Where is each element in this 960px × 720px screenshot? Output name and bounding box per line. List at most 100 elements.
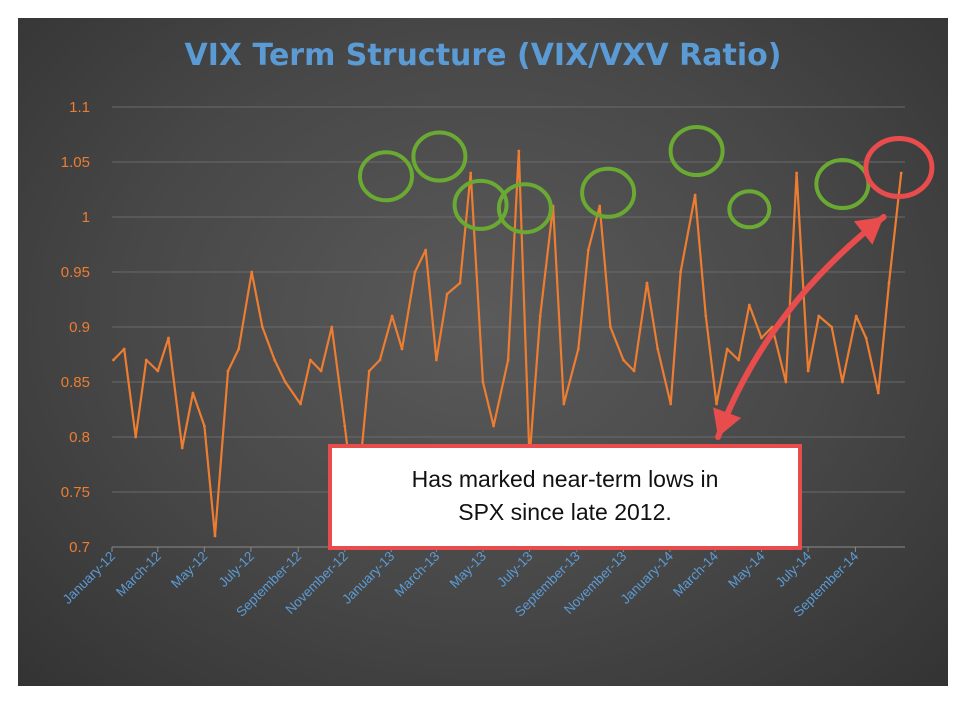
- green-circle: [668, 125, 725, 177]
- gridlines: [112, 106, 905, 493]
- data-point: [299, 402, 302, 406]
- data-point: [273, 358, 276, 362]
- data-point: [899, 171, 903, 175]
- data-point: [122, 347, 126, 351]
- data-point: [795, 171, 798, 175]
- red-double-arrow: [713, 214, 887, 440]
- data-point: [538, 314, 542, 318]
- y-tick-label: 0.75: [61, 484, 90, 501]
- data-point: [854, 314, 858, 318]
- red-circle: [863, 136, 935, 199]
- data-point: [841, 380, 844, 384]
- data-point: [112, 358, 115, 362]
- data-point: [864, 336, 868, 340]
- series-layer: [112, 149, 903, 538]
- data-point: [830, 325, 834, 329]
- y-tick-label: 0.7: [69, 539, 90, 556]
- data-point: [562, 402, 566, 406]
- arrow-head-down: [713, 407, 742, 437]
- x-tick-label: March-14: [670, 548, 721, 599]
- y-tick-label: 1: [82, 209, 90, 226]
- data-point: [213, 534, 217, 538]
- data-point: [806, 369, 810, 373]
- x-tick-label: July-13: [494, 549, 535, 590]
- data-point: [598, 204, 602, 208]
- data-point: [704, 314, 708, 318]
- annotation-box: [328, 444, 802, 550]
- data-point: [693, 193, 697, 197]
- green-circle: [358, 150, 414, 203]
- x-tick-label: May-14: [725, 548, 768, 591]
- green-circle: [814, 158, 871, 210]
- y-tick-label: 0.9: [69, 319, 90, 336]
- data-point: [144, 358, 148, 362]
- data-point: [715, 402, 718, 406]
- data-point: [156, 369, 160, 373]
- x-tick-label: January-12: [60, 549, 118, 607]
- green-circle: [452, 178, 509, 231]
- data-point: [237, 347, 241, 351]
- data-point: [725, 347, 729, 351]
- data-point: [517, 149, 521, 153]
- data-point: [319, 369, 323, 373]
- data-point: [458, 281, 462, 285]
- data-point: [506, 358, 510, 362]
- data-point: [747, 303, 751, 307]
- data-point: [632, 369, 636, 373]
- data-point: [656, 347, 660, 351]
- data-point: [679, 270, 682, 274]
- data-point: [203, 424, 206, 428]
- data-point: [413, 270, 417, 274]
- data-point: [609, 325, 612, 329]
- data-point: [469, 171, 473, 175]
- data-point: [283, 380, 287, 384]
- chart-title: VIX Term Structure (VIX/VXV Ratio): [185, 38, 782, 73]
- arrow-head-up: [853, 217, 884, 245]
- y-tick-label: 0.85: [61, 374, 90, 391]
- data-point: [367, 369, 371, 373]
- arrow-shaft: [715, 214, 887, 440]
- x-tick-label: March-13: [392, 549, 443, 600]
- data-point: [378, 358, 382, 362]
- y-tick-label: 1.1: [69, 99, 90, 116]
- data-point: [435, 358, 438, 362]
- green-circle: [580, 166, 637, 219]
- data-point: [226, 369, 230, 373]
- y-axis-ticks: 1.1 1.05 1 0.95 0.9 0.85 0.8 0.75 0.7: [61, 99, 90, 556]
- data-point: [261, 325, 264, 329]
- data-point: [330, 325, 334, 329]
- x-tick-label: March-12: [113, 549, 164, 600]
- annotation-line-2: SPX since late 2012.: [458, 499, 672, 525]
- chart-frame: VIX Term Structure (VIX/VXV Ratio) 1.1 1.…: [18, 18, 948, 686]
- data-point: [445, 292, 449, 296]
- data-point: [876, 391, 880, 395]
- data-point: [390, 314, 394, 318]
- data-point: [760, 336, 763, 340]
- data-point: [180, 446, 184, 450]
- y-tick-label: 0.8: [69, 429, 90, 446]
- x-tick-label: May-12: [168, 549, 210, 591]
- data-point: [576, 347, 580, 351]
- green-circle: [411, 130, 468, 183]
- x-tick-label: May-13: [447, 549, 489, 591]
- green-circle: [496, 182, 553, 235]
- x-tick-label: July-12: [216, 549, 257, 590]
- data-point: [645, 281, 649, 285]
- data-point: [887, 281, 891, 285]
- data-point: [784, 380, 788, 384]
- data-point: [481, 380, 485, 384]
- data-point: [343, 424, 347, 428]
- data-point: [669, 402, 673, 406]
- data-point: [191, 391, 195, 395]
- y-tick-label: 1.05: [61, 154, 90, 171]
- data-point: [134, 435, 138, 439]
- green-circle: [727, 189, 772, 230]
- data-point: [737, 358, 740, 362]
- y-tick-label: 0.95: [61, 264, 90, 281]
- data-point: [424, 248, 428, 252]
- vix-ratio-chart: VIX Term Structure (VIX/VXV Ratio) 1.11.…: [60, 38, 935, 620]
- data-point: [250, 270, 254, 274]
- data-point: [817, 314, 821, 318]
- highlight-circles: [358, 125, 935, 235]
